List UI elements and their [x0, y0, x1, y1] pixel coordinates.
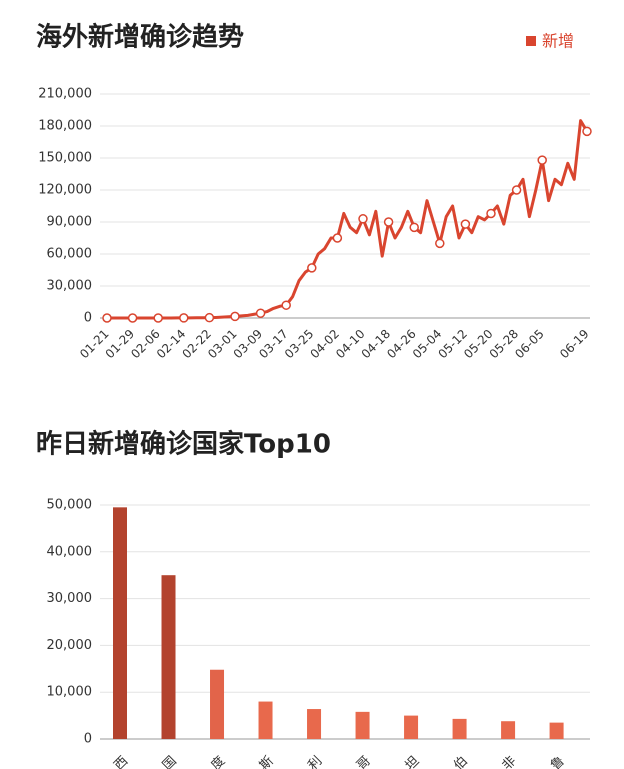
point-marker — [179, 313, 189, 323]
point-marker — [102, 313, 112, 323]
bar — [452, 718, 467, 739]
bar — [113, 507, 127, 739]
point-marker — [409, 222, 419, 233]
legend-label: 新增 — [542, 32, 574, 51]
point-marker — [332, 233, 343, 243]
x-tick-label: 非 — [500, 754, 520, 769]
x-tick-label: 鲁 — [548, 754, 568, 769]
point-marker — [127, 313, 138, 323]
point-marker — [281, 300, 291, 310]
point-marker — [460, 219, 471, 229]
point-marker — [383, 217, 394, 227]
y-tick-label: 30,000 — [47, 279, 93, 294]
point-marker — [582, 126, 592, 137]
y-tick-label: 50,000 — [47, 498, 93, 513]
y-tick-label: 150,000 — [38, 151, 92, 166]
point-marker — [486, 208, 496, 219]
point-marker — [537, 155, 547, 165]
y-tick-label: 210,000 — [38, 87, 92, 102]
point-marker — [358, 214, 368, 224]
y-tick-label: 10,000 — [47, 685, 93, 700]
x-tick-label: 坦 — [403, 754, 423, 769]
x-tick-label: 国 — [160, 754, 180, 769]
y-tick-label: 120,000 — [38, 183, 92, 198]
bar — [307, 709, 322, 739]
point-marker — [435, 238, 445, 249]
y-tick-label: 0 — [84, 311, 92, 326]
bar — [549, 722, 564, 739]
bar — [501, 721, 516, 739]
point-marker — [307, 263, 317, 273]
point-marker — [255, 308, 266, 318]
point-marker — [230, 311, 240, 322]
y-tick-label: 0 — [84, 732, 92, 747]
x-tick-label: 伯 — [451, 754, 471, 769]
x-tick-label: 06-05 — [512, 327, 547, 362]
x-tick-label: 斯 — [257, 754, 277, 769]
bar — [355, 711, 370, 739]
y-tick-label: 60,000 — [47, 247, 93, 262]
bar — [161, 575, 176, 739]
y-tick-label: 20,000 — [47, 638, 93, 653]
legend-swatch — [526, 36, 536, 46]
x-tick-label: 利 — [306, 754, 326, 769]
bar — [404, 715, 419, 739]
y-tick-label: 90,000 — [47, 215, 93, 230]
line-series — [107, 119, 589, 320]
y-tick-label: 30,000 — [47, 591, 93, 606]
y-tick-label: 180,000 — [38, 119, 92, 134]
bar — [258, 701, 273, 739]
x-tick-label: 度 — [208, 753, 229, 769]
point-marker — [204, 312, 215, 323]
x-tick-label: 06-19 — [557, 327, 592, 362]
chart-title: 昨日新增确诊国家Top10 — [36, 429, 331, 460]
bar — [210, 669, 225, 739]
y-tick-label: 40,000 — [47, 544, 93, 559]
chart-title: 海外新增确诊趋势 — [36, 22, 244, 53]
point-marker — [511, 185, 522, 195]
x-tick-label: 西 — [111, 754, 131, 769]
point-marker — [153, 313, 163, 323]
x-tick-label: 哥 — [354, 754, 374, 769]
